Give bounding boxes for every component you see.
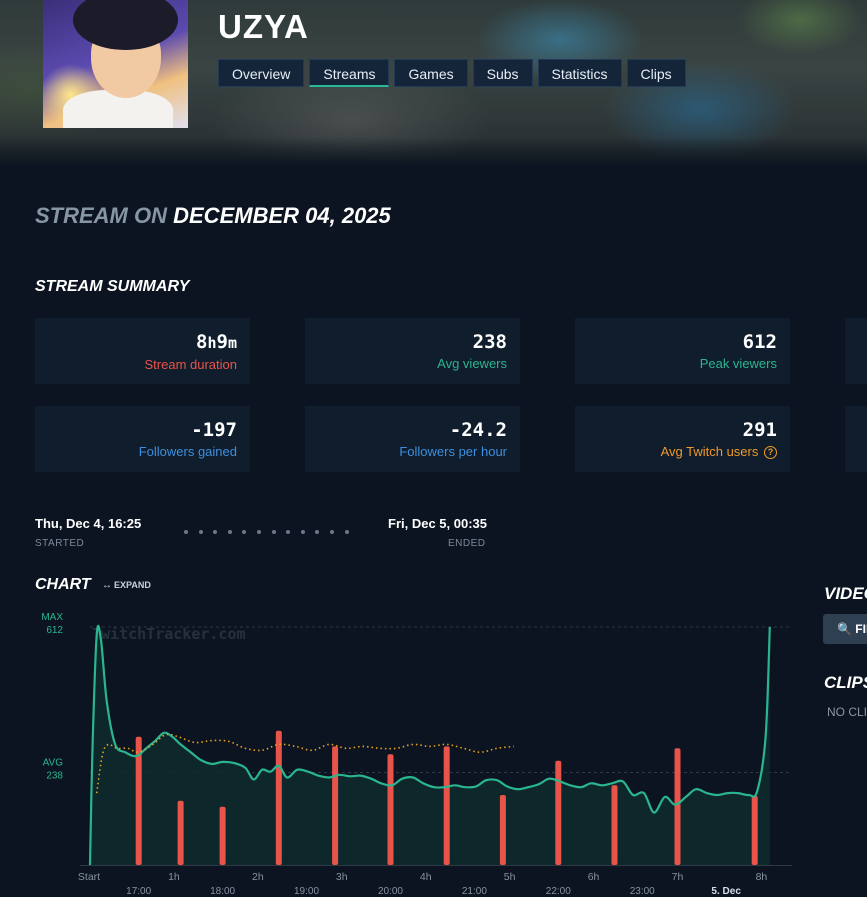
y-marker-label: AVG xyxy=(43,757,64,768)
follower-bar[interactable] xyxy=(275,730,282,865)
stream-title-prefix: STREAM ON xyxy=(35,203,167,228)
stat-value: 238 xyxy=(472,331,507,353)
expand-button[interactable]: ↔ EXPAND xyxy=(102,580,151,591)
stat-value: 612 xyxy=(742,331,777,353)
avatar[interactable] xyxy=(43,0,188,128)
x-tick-label: 1h xyxy=(168,871,180,883)
stat-avg-viewers: 238 Avg viewers xyxy=(305,318,520,384)
x-time-label: 20:00 xyxy=(378,886,403,897)
channel-name: UZYA xyxy=(218,8,309,45)
find-video-button[interactable]: 🔍 FIND xyxy=(823,614,867,644)
timeline-dots xyxy=(184,530,359,534)
viewers-area xyxy=(90,625,770,865)
stat-peak-viewers: 612 Peak viewers xyxy=(575,318,790,384)
stat-label: Followers gained xyxy=(138,444,237,459)
x-time-label: 5. Dec xyxy=(711,886,741,897)
stat-value: -24.2 xyxy=(449,419,507,441)
stat-card-partial xyxy=(845,406,867,472)
videos-heading: VIDEOS xyxy=(824,584,867,603)
tab-statistics[interactable]: Statistics xyxy=(537,59,622,87)
x-time-label: 21:00 xyxy=(462,886,487,897)
search-icon: 🔍 xyxy=(837,622,852,636)
stat-label: Peak viewers xyxy=(699,356,777,371)
stat-label: Avg Twitch users ? xyxy=(575,444,777,459)
expand-icon: ↔ xyxy=(102,580,112,591)
x-tick-label: 6h xyxy=(588,871,600,883)
stat-card-partial xyxy=(845,318,867,384)
stat-label: Stream duration xyxy=(144,357,238,372)
follower-bar[interactable] xyxy=(611,785,618,865)
x-tick-label: 2h xyxy=(252,871,264,883)
follower-bar[interactable] xyxy=(387,754,394,865)
viewers-line xyxy=(88,624,771,866)
chart-watermark: TwitchTracker.com xyxy=(92,625,246,643)
x-tick-label: 5h xyxy=(504,871,516,883)
x-tick-label: 7h xyxy=(672,871,684,883)
tab-overview[interactable]: Overview xyxy=(218,59,305,87)
follower-bar[interactable] xyxy=(751,795,758,865)
tab-streams[interactable]: Streams xyxy=(309,59,390,87)
x-time-label: 23:00 xyxy=(630,886,655,897)
stat-value: 291 xyxy=(742,419,777,441)
stat-value: -197 xyxy=(191,419,237,441)
x-time-label: 19:00 xyxy=(294,886,319,897)
stream-start-time: Thu, Dec 4, 16:25 xyxy=(35,516,142,531)
follower-bar[interactable] xyxy=(177,800,184,865)
stream-end-label: ENDED xyxy=(448,538,486,549)
follower-bar[interactable] xyxy=(135,736,142,865)
tab-subs[interactable]: Subs xyxy=(472,59,533,87)
stream-title: STREAM ON DECEMBER 04, 2025 xyxy=(35,203,391,229)
follower-bar[interactable] xyxy=(219,806,226,865)
x-time-label: 17:00 xyxy=(126,886,151,897)
stream-summary-heading: STREAM SUMMARY xyxy=(35,278,190,295)
chart-heading: CHART xyxy=(35,576,91,593)
x-tick-label: 8h xyxy=(756,871,768,883)
stream-end-time: Fri, Dec 5, 00:35 xyxy=(388,516,487,531)
follower-bar[interactable] xyxy=(499,795,506,865)
y-marker-value: 238 xyxy=(46,770,63,781)
stat-avg-twitch-users: 291 Avg Twitch users ? xyxy=(575,406,790,472)
stat-label: Avg viewers xyxy=(437,356,507,371)
y-marker-label: MAX xyxy=(41,612,63,623)
follower-bar[interactable] xyxy=(555,760,562,865)
stat-value: 8h9m xyxy=(196,331,237,353)
x-tick-label: 4h xyxy=(420,871,432,883)
stat-followers-per-hour: -24.2 Followers per hour xyxy=(305,406,520,472)
follower-bar[interactable] xyxy=(674,748,681,865)
x-tick-label: 3h xyxy=(336,871,348,883)
clips-heading: CLIPS xyxy=(824,673,867,692)
help-icon[interactable]: ? xyxy=(764,446,777,459)
stream-start-label: STARTED xyxy=(35,538,85,549)
stat-stream-duration: 8h9m Stream duration xyxy=(35,318,250,384)
tab-games[interactable]: Games xyxy=(394,59,468,87)
stream-title-date: DECEMBER 04, 2025 xyxy=(173,203,391,228)
follower-bar[interactable] xyxy=(332,746,339,865)
x-time-label: 22:00 xyxy=(546,886,571,897)
no-clips-text: NO CLIPS xyxy=(827,705,867,719)
tab-clips[interactable]: Clips xyxy=(626,59,686,87)
x-time-label: 18:00 xyxy=(210,886,235,897)
stat-label: Followers per hour xyxy=(399,444,507,459)
stat-followers-gained: -197 Followers gained xyxy=(35,406,250,472)
y-marker-value: 612 xyxy=(46,625,63,636)
viewer-chart: TwitchTracker.com MAX 612 AVG 238 Start 1h 2h… xyxy=(41,612,792,897)
nav-tabs: Overview Streams Games Subs Statistics C… xyxy=(218,59,691,89)
follower-bar[interactable] xyxy=(443,746,450,865)
twitch-users-line xyxy=(95,733,514,794)
x-tick-label: Start xyxy=(78,871,100,883)
